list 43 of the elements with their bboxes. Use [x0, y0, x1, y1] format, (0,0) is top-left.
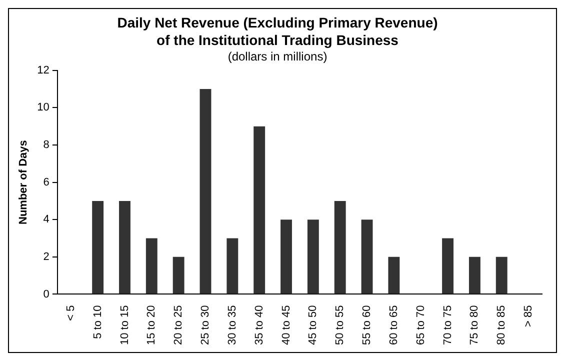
y-tick-label: 8	[43, 139, 50, 152]
x-tick-label: > 85	[522, 305, 535, 327]
x-tick-label: 35 to 40	[253, 305, 266, 346]
x-tick-label: 45 to 50	[307, 305, 320, 346]
y-tick-label: 0	[43, 288, 50, 300]
bar	[442, 238, 454, 294]
bar	[280, 220, 292, 294]
bar	[254, 126, 266, 294]
x-tick-label: 75 to 80	[468, 305, 481, 346]
bar	[307, 220, 319, 294]
x-tick-label: 30 to 35	[226, 305, 238, 346]
y-tick-label: 12	[37, 64, 50, 76]
x-tick-label: 55 to 60	[361, 305, 374, 346]
bar	[361, 220, 373, 294]
y-axis-title: Number of Days	[18, 140, 30, 224]
y-tick-label: 4	[43, 214, 50, 226]
y-tick-label: 10	[37, 102, 50, 114]
bar	[388, 256, 400, 294]
x-tick-label: 70 to 75	[442, 305, 454, 346]
y-tick-label: 6	[43, 176, 50, 188]
x-tick-label: 5 to 10	[92, 305, 104, 339]
x-tick-label: 80 to 85	[496, 305, 508, 346]
bar	[226, 238, 238, 294]
chart-title: Daily Net Revenue (Excluding Primary Revenue) of the Institutional Trading Business	[117, 14, 438, 48]
x-tick-label: 10 to 15	[118, 305, 131, 346]
bar	[119, 200, 130, 294]
chart-subtitle: (dollars in millions)	[228, 50, 328, 64]
bar	[172, 256, 184, 294]
x-tick-label: 50 to 55	[334, 305, 346, 346]
x-tick-label: < 5	[64, 305, 77, 321]
x-tick-label: 25 to 30	[200, 305, 212, 346]
x-tick-label: 15 to 20	[146, 305, 158, 346]
x-tick-label: 60 to 65	[388, 305, 400, 346]
bar	[200, 89, 212, 294]
bar	[334, 200, 346, 294]
bar	[468, 256, 480, 294]
x-tick-label: 20 to 25	[172, 305, 185, 346]
bar	[496, 256, 508, 294]
x-tick-label: 40 to 45	[280, 305, 292, 346]
y-tick-label: 2	[43, 250, 50, 263]
bar	[92, 200, 104, 294]
x-tick-label: 65 to 70	[414, 305, 427, 346]
bar	[146, 238, 158, 294]
